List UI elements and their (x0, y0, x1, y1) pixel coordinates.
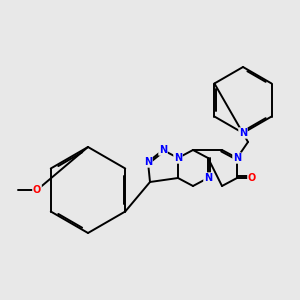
Text: N: N (204, 173, 212, 183)
Text: N: N (239, 128, 247, 138)
Text: O: O (248, 173, 256, 183)
Text: N: N (174, 153, 182, 163)
Text: N: N (144, 157, 152, 167)
Text: N: N (159, 145, 167, 155)
Text: N: N (233, 153, 241, 163)
Text: O: O (33, 185, 41, 195)
